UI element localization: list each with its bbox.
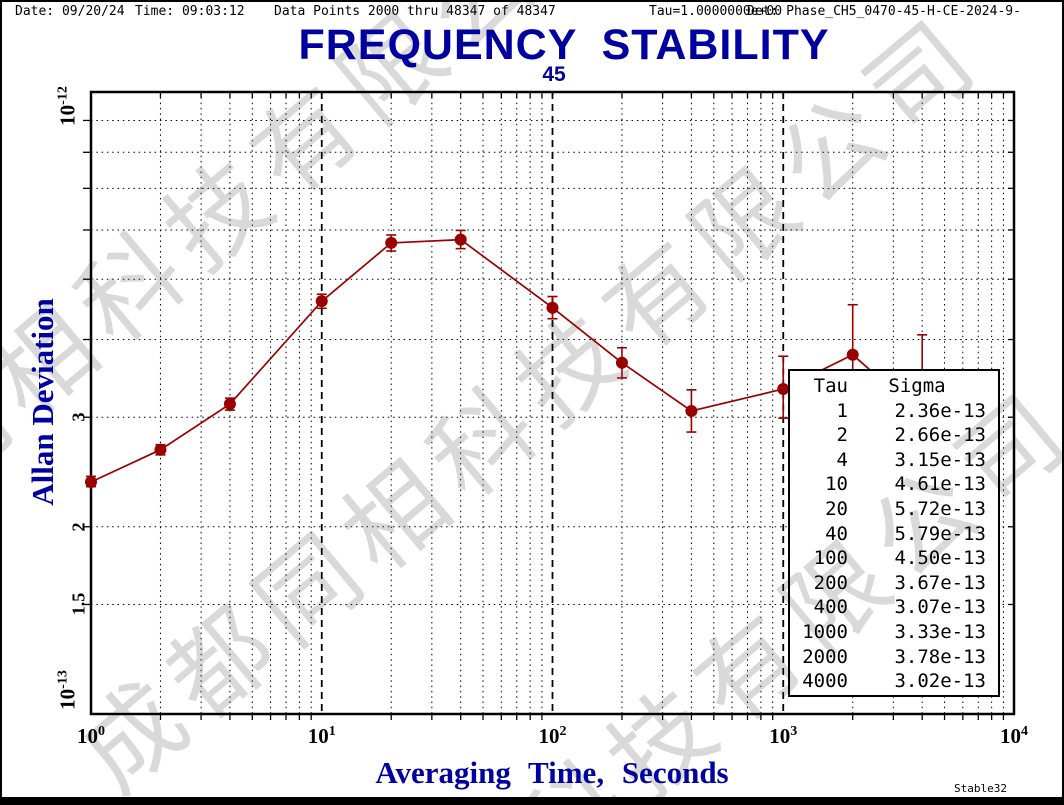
table-row: 20 5.72e-13 bbox=[790, 497, 998, 522]
table-cell-tau: 40 bbox=[825, 522, 848, 545]
data-points-label: Data Points 2000 thru 48347 of 48347 bbox=[274, 4, 556, 19]
data-point-marker bbox=[615, 356, 628, 369]
brand-label: Stable32 bbox=[954, 782, 1007, 795]
table-cell-sigma: 3.15e-13 bbox=[894, 448, 986, 471]
data-point-marker bbox=[154, 443, 167, 456]
table-cell-tau: 4 bbox=[836, 448, 848, 471]
x-tick-label: 101 bbox=[307, 724, 336, 748]
bottom-bar bbox=[2, 797, 1062, 803]
table-cell-sigma: 3.07e-13 bbox=[894, 596, 986, 619]
data-point-marker bbox=[685, 404, 698, 417]
table-cell-tau: 1000 bbox=[802, 620, 848, 643]
y-axis-power-label: 10-12 bbox=[55, 86, 80, 126]
x-tick-label: 100 bbox=[77, 724, 105, 748]
table-cell-sigma: 5.72e-13 bbox=[894, 497, 986, 520]
x-axis-label: Averaging Time, Seconds bbox=[375, 755, 729, 790]
table-cell-tau: 200 bbox=[813, 571, 848, 594]
table-cell-tau: 2000 bbox=[802, 645, 848, 668]
table-cell-sigma: 5.79e-13 bbox=[894, 522, 986, 545]
y-axis-power-label: 10-13 bbox=[55, 670, 80, 710]
sigma-table-body: 1 2.36e-13 2 2.66e-13 4 3.15e-13 10 4.61e-13 20 5… bbox=[790, 399, 998, 694]
table-cell-sigma: 2.36e-13 bbox=[894, 399, 986, 422]
table-row: 100 4.50e-13 bbox=[790, 546, 998, 571]
table-cell-tau: 10 bbox=[825, 473, 848, 496]
table-cell-tau: 1 bbox=[836, 399, 848, 422]
table-cell-tau: 20 bbox=[825, 497, 848, 520]
table-cell-sigma: 4.61e-13 bbox=[894, 473, 986, 496]
table-row: 200 3.67e-13 bbox=[790, 571, 998, 596]
table-row: 4 3.15e-13 bbox=[790, 448, 998, 473]
y-axis-label: Allan Deviation bbox=[25, 298, 60, 506]
table-row: 2000 3.78e-13 bbox=[790, 645, 998, 670]
file-label: Det: Phase_CH5_0470-45-H-CE-2024-9- bbox=[747, 4, 1021, 19]
data-point-marker bbox=[85, 476, 97, 489]
data-point-marker bbox=[385, 236, 398, 249]
x-tick-label: 102 bbox=[538, 724, 567, 748]
data-point-marker bbox=[315, 295, 328, 308]
y-tick-label: 2 bbox=[68, 522, 89, 532]
table-cell-sigma: 4.50e-13 bbox=[894, 547, 986, 570]
y-tick-label: 3 bbox=[68, 412, 89, 422]
table-row: 1000 3.33e-13 bbox=[790, 620, 998, 645]
table-row: 2 2.66e-13 bbox=[790, 423, 998, 448]
time-label: Time: 09:03:12 bbox=[135, 4, 245, 19]
data-point-marker bbox=[846, 348, 859, 361]
table-cell-sigma: 3.78e-13 bbox=[894, 645, 986, 668]
table-cell-sigma: 3.02e-13 bbox=[894, 670, 986, 693]
data-point-marker bbox=[546, 301, 559, 314]
table-cell-sigma: 3.33e-13 bbox=[894, 620, 986, 643]
table-cell-sigma: 2.66e-13 bbox=[894, 424, 986, 447]
table-cell-tau: 100 bbox=[813, 547, 848, 570]
table-row: 40 5.79e-13 bbox=[790, 522, 998, 547]
table-row: 10 4.61e-13 bbox=[790, 472, 998, 497]
sigma-table: Tau Sigma 1 2.36e-13 2 2.66e-13 4 3.15e-13 10 4… bbox=[788, 369, 1000, 697]
x-tick-label: 103 bbox=[769, 724, 798, 748]
data-point-marker bbox=[223, 398, 236, 411]
plot-subtitle: 45 bbox=[542, 63, 566, 86]
table-header-tau: Tau bbox=[813, 375, 848, 397]
table-header-sigma: Sigma bbox=[888, 375, 946, 397]
y-tick-label: 1.5 bbox=[68, 593, 89, 616]
x-tick-label: 104 bbox=[1000, 724, 1028, 748]
table-cell-tau: 2 bbox=[836, 424, 848, 447]
table-row: 1 2.36e-13 bbox=[790, 399, 998, 424]
tau-label: Tau=1.0000000e+00 bbox=[649, 4, 783, 19]
table-cell-tau: 4000 bbox=[802, 670, 848, 693]
table-row: 400 3.07e-13 bbox=[790, 595, 998, 620]
plot-title: FREQUENCY STABILITY bbox=[298, 21, 830, 69]
header-bar: Date: 09/20/24 Time: 09:03:12 Data Point… bbox=[2, 4, 1062, 20]
table-row: 4000 3.02e-13 bbox=[790, 669, 998, 694]
date-label: Date: 09/20/24 bbox=[15, 4, 125, 19]
data-point-marker bbox=[454, 233, 467, 246]
data-point-marker bbox=[777, 383, 790, 396]
sigma-table-header: Tau Sigma bbox=[790, 374, 998, 399]
table-cell-tau: 400 bbox=[813, 596, 848, 619]
table-cell-sigma: 3.67e-13 bbox=[894, 571, 986, 594]
